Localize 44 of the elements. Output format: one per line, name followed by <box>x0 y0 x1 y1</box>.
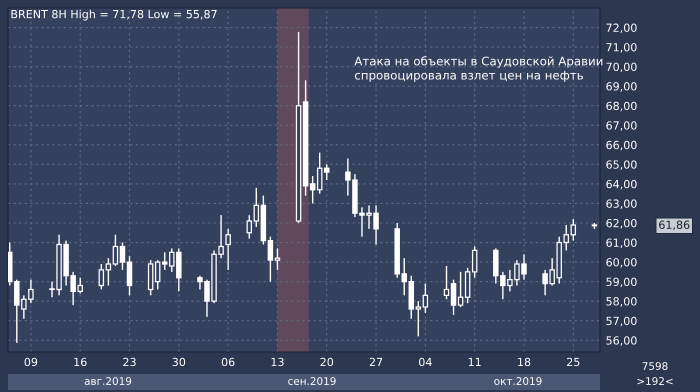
candlestick <box>126 256 132 296</box>
y-tick-label: 68,00 <box>606 102 637 112</box>
x-tick-label: 25 <box>567 358 580 366</box>
y-tick-label: 57,00 <box>606 316 637 326</box>
x-tick-label: 23 <box>123 358 136 366</box>
x-tick-label: 04 <box>419 358 432 366</box>
x-tick-label: 06 <box>222 358 234 366</box>
y-tick-label: 61,00 <box>606 238 637 248</box>
y-tick-label: 60,00 <box>606 258 637 268</box>
x-tick-label: 30 <box>172 358 186 366</box>
y-tick-label: 71,00 <box>606 43 637 53</box>
text: авг.2019 <box>84 377 132 385</box>
candlestick <box>197 275 203 290</box>
candlestick <box>225 228 231 271</box>
candlestick <box>366 204 372 230</box>
x-tick-label: 11 <box>468 358 481 366</box>
x-tick-label: 20 <box>320 358 334 366</box>
y-tick-label: 58,00 <box>606 297 637 307</box>
text: 7598 <box>642 362 668 370</box>
x-tick-label: 09 <box>24 358 38 366</box>
y-tick-label: 69,00 <box>606 82 637 92</box>
y-tick-label: 65,00 <box>606 160 637 170</box>
annotation: Атака на объекты в Саудовской Аравии спровоцировала взлет цен на нефть <box>354 56 602 82</box>
y-tick-label: 67,00 <box>606 121 637 131</box>
candlestick <box>444 265 450 300</box>
text: >192< <box>637 377 673 385</box>
candlestick <box>204 278 210 318</box>
chart-title: BRENT 8H High = 71,78 Low = 55,87 <box>11 10 217 20</box>
candlestick <box>373 204 379 246</box>
y-tick-label: 72,00 <box>606 24 637 34</box>
x-tick-label: 27 <box>370 358 382 366</box>
y-tick-label: 56,00 <box>606 336 637 346</box>
y-tick-label: 64,00 <box>606 180 637 190</box>
y-tick-label: 63,00 <box>606 199 637 209</box>
y-tick-label: 70,00 <box>606 62 637 72</box>
x-tick-label: 13 <box>272 358 284 366</box>
y-tick-label: 62,00 <box>606 218 637 229</box>
text: сен.2019 <box>288 377 336 385</box>
y-tick-label: 59,00 <box>606 278 637 288</box>
text: окт.2019 <box>494 377 542 385</box>
x-tick-label: 16 <box>74 358 87 366</box>
x-tick-label: 18 <box>518 358 530 366</box>
y-tick-label: 66,00 <box>606 140 637 150</box>
text: 61,86 <box>659 220 690 230</box>
